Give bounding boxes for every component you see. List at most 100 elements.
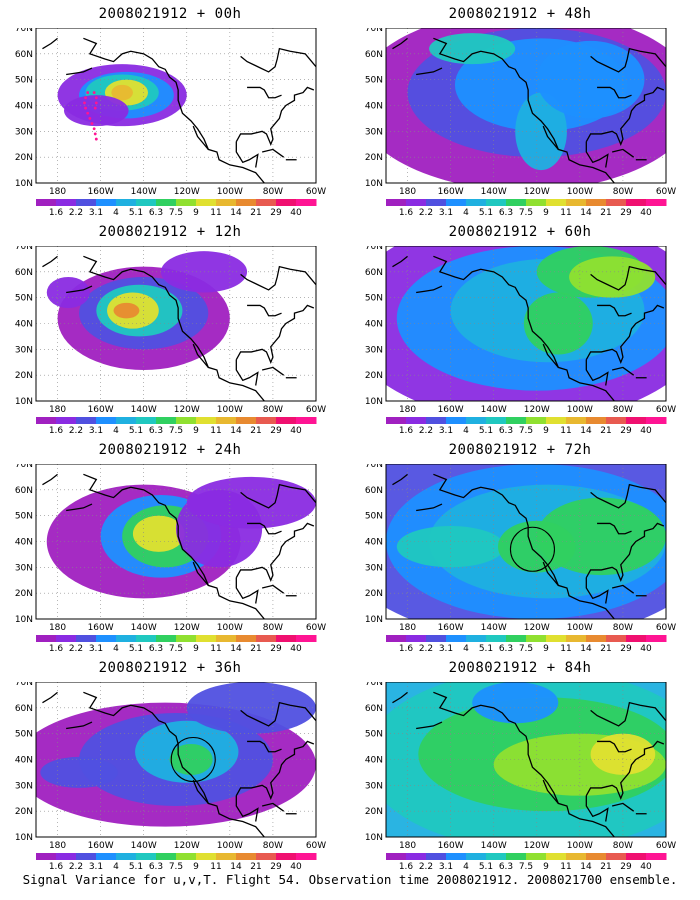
colorbar-label: 9 (193, 862, 199, 872)
longitude-label: 180 (399, 623, 416, 633)
colorbar-label: 14 (230, 862, 242, 872)
coastline (585, 359, 609, 386)
colorbar-label: 3.1 (439, 426, 453, 436)
colorbar-label: 14 (230, 644, 242, 654)
coastline (192, 779, 209, 804)
colorbar-swatch (446, 199, 467, 206)
latitude-label: 70N (15, 246, 33, 252)
latitude-label: 10N (365, 833, 383, 843)
longitude-label: 100W (217, 841, 243, 851)
map-frame (35, 464, 317, 620)
longitude-label: 180 (49, 623, 66, 633)
colorbar-swatch (176, 635, 197, 642)
colorbar-swatch (566, 417, 587, 424)
flight-track-dot (94, 96, 98, 100)
longitude-label: 160W (88, 623, 114, 633)
colorbar-swatch (386, 635, 407, 642)
colorbar-swatch (646, 417, 667, 424)
map-panel: 2008021912 + 36h 70N 60N 50N 40N 30N 20N 10N 180… (0, 660, 340, 885)
latitude-label: 50N (365, 730, 383, 740)
colorbar-label: 14 (230, 208, 242, 218)
colorbar-label: 40 (290, 862, 302, 872)
colorbar-label: 40 (640, 208, 652, 218)
colorbar-swatch (466, 853, 487, 860)
colorbar-swatch (406, 417, 427, 424)
map-panel: 2008021912 + 84h 70N 60N 50N 40N 30N 20N 10N 180… (350, 660, 690, 885)
coastline (192, 343, 209, 368)
longitude-label: 140W (131, 405, 157, 415)
colorbar-label: 1.6 (399, 644, 414, 654)
gridlines (36, 246, 316, 401)
longitude-label: 80W (613, 405, 633, 415)
colorbar-label: 9 (193, 208, 199, 218)
coastline (585, 740, 665, 800)
colorbar-swatch (96, 417, 117, 424)
latitude-label: 30N (15, 563, 33, 573)
colorbar-swatch (486, 199, 507, 206)
colorbar-swatch (606, 635, 627, 642)
colorbar-label: 3.1 (89, 426, 103, 436)
coastlines (42, 691, 316, 837)
map-frame (385, 246, 667, 402)
longitude-label: 60W (656, 841, 676, 851)
colorbar: 1.6 2.2 3.1 4 5.1 6.3 7.5 9 11 14 21 29 40 (36, 417, 317, 436)
colorbar-swatch (506, 417, 527, 424)
colorbar-label: 11 (210, 862, 221, 872)
colorbar-label: 1.6 (399, 208, 414, 218)
coastline (585, 577, 609, 604)
coastline (247, 304, 282, 317)
longitude-label: 120W (524, 841, 550, 851)
panel-title: 2008021912 + 36h (98, 660, 242, 676)
flight-track-dot (93, 132, 97, 136)
coastline (83, 473, 265, 619)
colorbar-swatch (216, 853, 237, 860)
colorbar-label: 29 (620, 862, 632, 872)
colorbar-label: 21 (600, 426, 611, 436)
coastline (66, 503, 93, 512)
panel-title: 2008021912 + 84h (448, 660, 592, 676)
coastline (433, 691, 615, 837)
colorbar-label: 6.3 (499, 208, 513, 218)
coastline (433, 37, 615, 183)
colorbar-label: 4 (463, 426, 469, 436)
longitude-label: 160W (88, 841, 114, 851)
colorbar-swatch (296, 853, 317, 860)
colorbar-label: 5.1 (129, 862, 143, 872)
colorbar-label: 9 (543, 862, 549, 872)
flight-track-dot (84, 106, 87, 110)
colorbar-swatch (76, 853, 97, 860)
colorbar: 1.6 2.2 3.1 4 5.1 6.3 7.5 9 11 14 21 29 40 (386, 417, 667, 436)
colorbar-label: 21 (250, 862, 261, 872)
colorbar-swatch (236, 417, 257, 424)
colorbar-label: 1.6 (49, 644, 64, 654)
colorbar-swatch (36, 853, 57, 860)
coastline (235, 141, 259, 168)
colorbar-swatch (236, 853, 257, 860)
colorbar-label: 9 (543, 426, 549, 436)
colorbar-swatch (296, 417, 317, 424)
coastline (590, 265, 666, 291)
coastline (83, 37, 265, 183)
colorbar-swatch (236, 635, 257, 642)
colorbar-swatch (546, 199, 567, 206)
coastline (240, 47, 316, 73)
colorbar-swatch (36, 635, 57, 642)
longitude-label: 160W (438, 841, 464, 851)
latitude-label: 60N (365, 704, 383, 714)
latitude-label: 70N (365, 464, 383, 470)
coastline (240, 701, 316, 727)
flight-track-dot (92, 91, 96, 94)
colorbar-swatch (136, 635, 157, 642)
colorbar-swatch (646, 199, 667, 206)
coastline (235, 577, 259, 604)
longitude-label: 180 (399, 187, 416, 197)
flight-track-dot (92, 127, 96, 131)
latitude-label: 70N (365, 682, 383, 688)
map-figure: 70N 60N 50N 40N 30N 20N 10N 180 160W 140W 120W 100W… (365, 28, 676, 218)
colorbar-label: 5.1 (479, 862, 493, 872)
longitude-label: 160W (438, 623, 464, 633)
colorbar-swatch (486, 417, 507, 424)
coastline (612, 802, 635, 812)
coastline (590, 701, 666, 727)
colorbar-swatch (216, 417, 237, 424)
